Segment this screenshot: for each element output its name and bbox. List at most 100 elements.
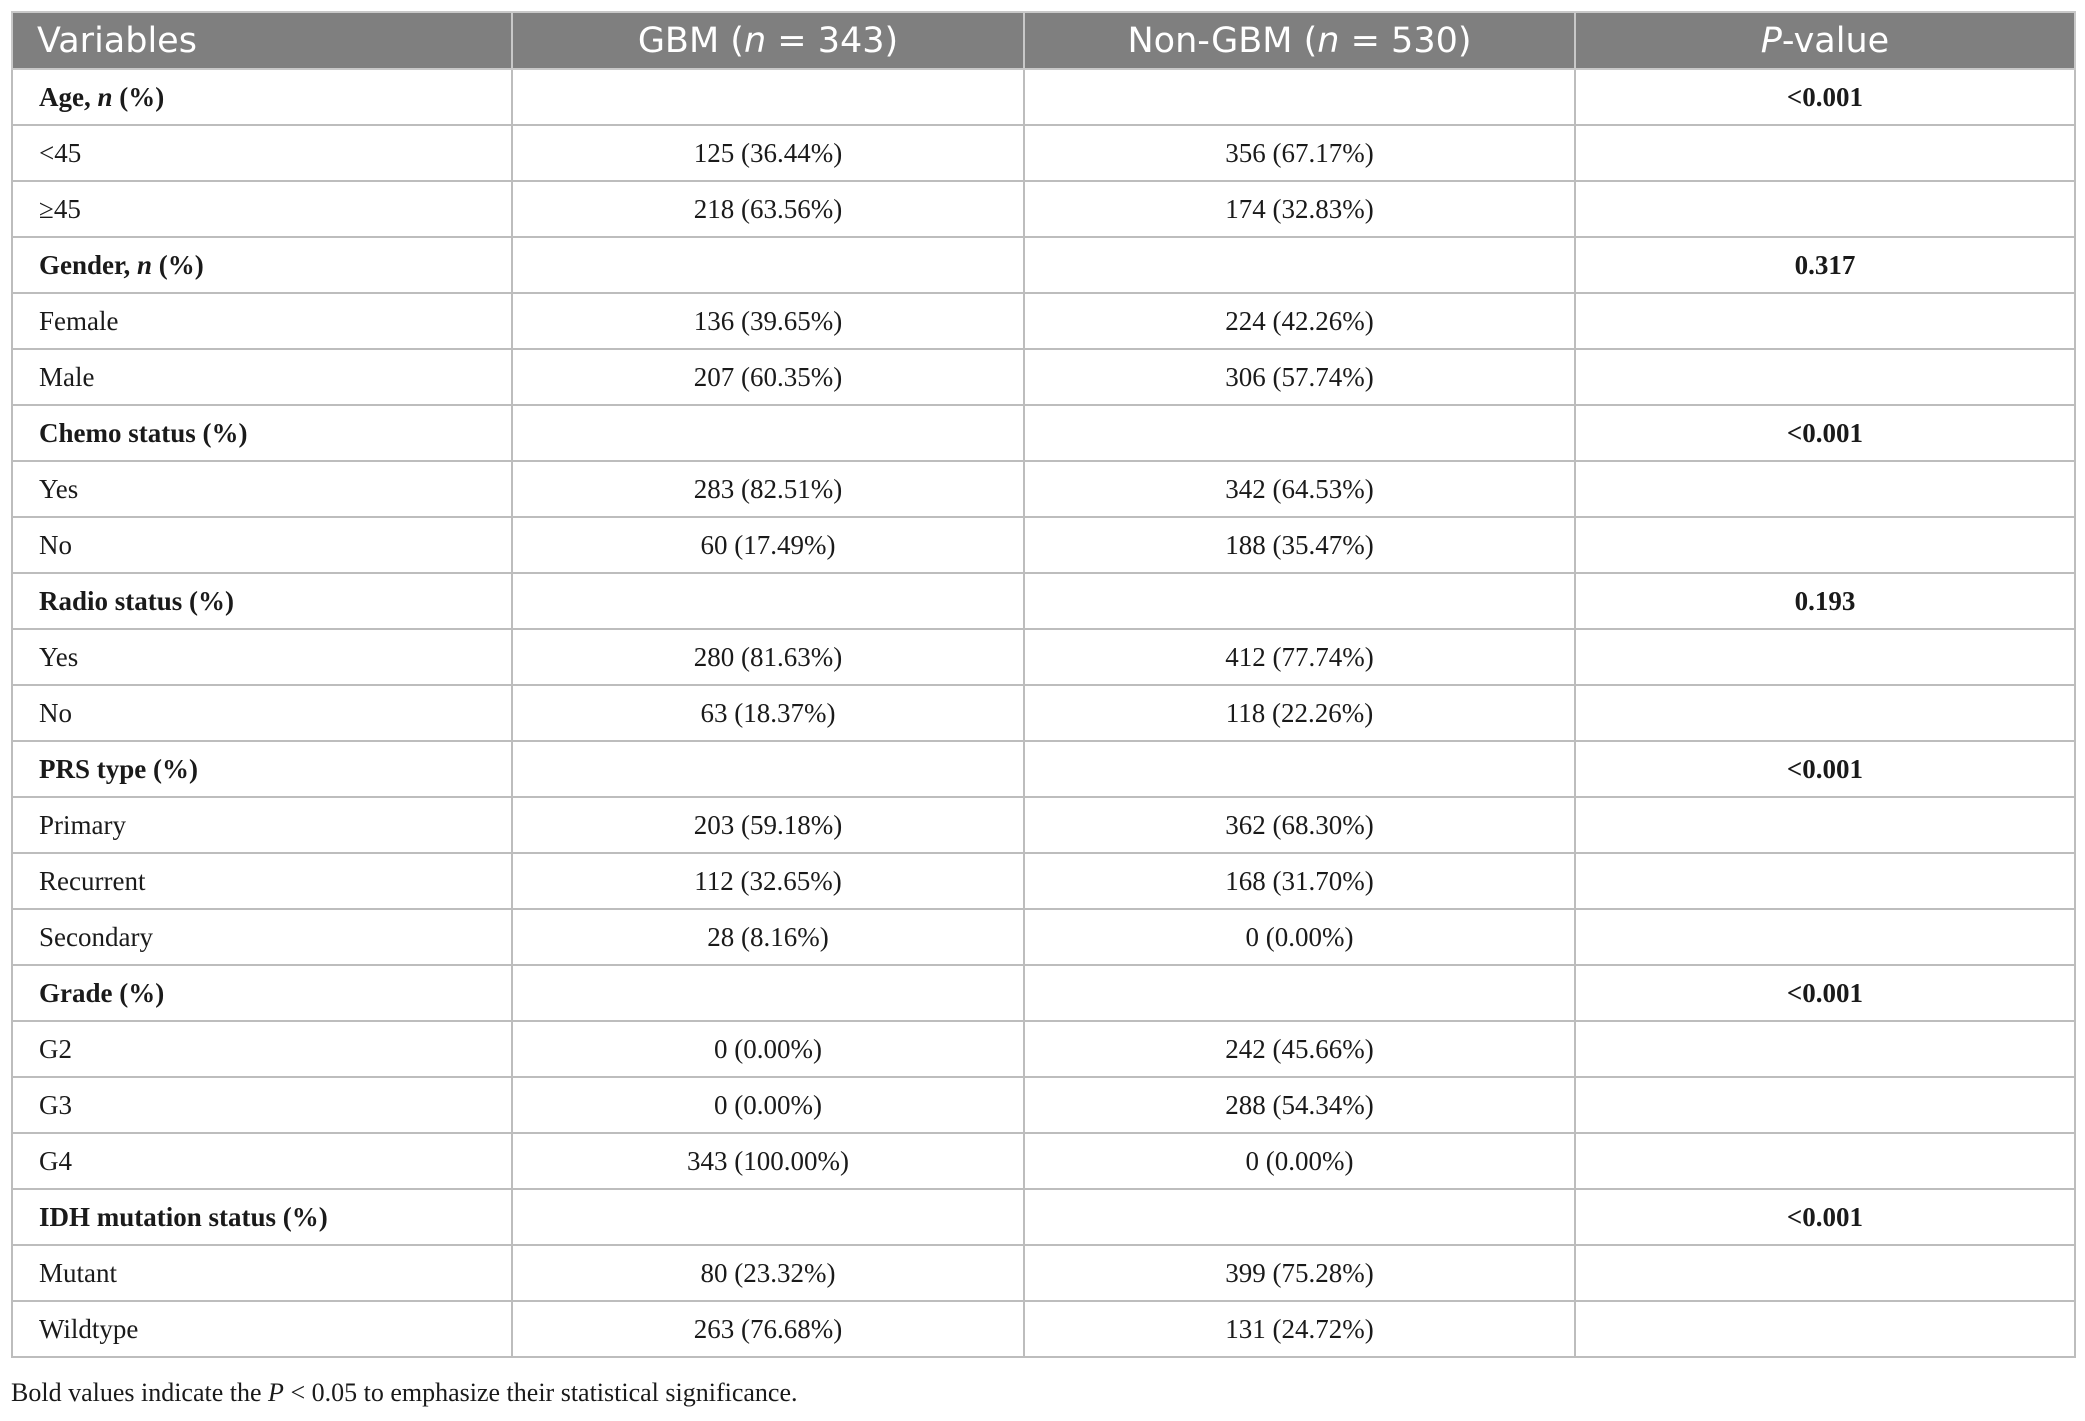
p-value-cell: 0.193 xyxy=(1574,572,2076,630)
non-gbm-cell: 399 (75.28%) xyxy=(1023,1244,1576,1302)
group-label: Radio status (%) xyxy=(11,572,513,630)
p-value-cell: <0.001 xyxy=(1574,404,2076,462)
group-gbm-cell xyxy=(511,1188,1025,1246)
non-gbm-cell: 224 (42.26%) xyxy=(1023,292,1576,350)
group-label: Age, n (%) xyxy=(11,68,513,126)
table-row: Primary 203 (59.18%) 362 (68.30%) xyxy=(11,796,2076,854)
group-non-gbm-cell xyxy=(1023,740,1576,798)
p-value-cell: <0.001 xyxy=(1574,964,2076,1022)
empty-p-cell xyxy=(1574,1076,2076,1134)
gbm-cell: 343 (100.00%) xyxy=(511,1132,1025,1190)
group-row-prs-type: PRS type (%) <0.001 xyxy=(11,740,2076,798)
empty-p-cell xyxy=(1574,516,2076,574)
table-footnote: Bold values indicate the P < 0.05 to emp… xyxy=(11,1378,798,1407)
group-row-radio-status: Radio status (%) 0.193 xyxy=(11,572,2076,630)
gbm-cell: 28 (8.16%) xyxy=(511,908,1025,966)
table-row: Mutant 80 (23.32%) 399 (75.28%) xyxy=(11,1244,2076,1302)
table-row: Secondary 28 (8.16%) 0 (0.00%) xyxy=(11,908,2076,966)
empty-p-cell xyxy=(1574,1244,2076,1302)
group-row-age: Age, n (%) <0.001 xyxy=(11,68,2076,126)
group-gbm-cell xyxy=(511,68,1025,126)
non-gbm-cell: 412 (77.74%) xyxy=(1023,628,1576,686)
baseline-characteristics-table-container: Variables GBM (n = 343) Non-GBM (n = 530… xyxy=(11,11,2076,1358)
table-row: No 60 (17.49%) 188 (35.47%) xyxy=(11,516,2076,574)
row-label: G4 xyxy=(11,1132,513,1190)
header-row: Variables GBM (n = 343) Non-GBM (n = 530… xyxy=(11,11,2076,70)
group-non-gbm-cell xyxy=(1023,572,1576,630)
row-label: Yes xyxy=(11,628,513,686)
empty-p-cell xyxy=(1574,348,2076,406)
table-row: Wildtype 263 (76.68%) 131 (24.72%) xyxy=(11,1300,2076,1358)
table-row: Recurrent 112 (32.65%) 168 (31.70%) xyxy=(11,852,2076,910)
gbm-cell: 0 (0.00%) xyxy=(511,1020,1025,1078)
group-non-gbm-cell xyxy=(1023,404,1576,462)
empty-p-cell xyxy=(1574,180,2076,238)
gbm-cell: 0 (0.00%) xyxy=(511,1076,1025,1134)
row-label: Primary xyxy=(11,796,513,854)
empty-p-cell xyxy=(1574,1020,2076,1078)
header-p-value: P-value xyxy=(1574,11,2076,70)
row-label: G2 xyxy=(11,1020,513,1078)
row-label: Yes xyxy=(11,460,513,518)
non-gbm-cell: 131 (24.72%) xyxy=(1023,1300,1576,1358)
row-label: <45 xyxy=(11,124,513,182)
empty-p-cell xyxy=(1574,852,2076,910)
table-row: ≥45 218 (63.56%) 174 (32.83%) xyxy=(11,180,2076,238)
gbm-cell: 218 (63.56%) xyxy=(511,180,1025,238)
empty-p-cell xyxy=(1574,684,2076,742)
p-value-cell: <0.001 xyxy=(1574,1188,2076,1246)
gbm-cell: 60 (17.49%) xyxy=(511,516,1025,574)
group-row-grade: Grade (%) <0.001 xyxy=(11,964,2076,1022)
non-gbm-cell: 288 (54.34%) xyxy=(1023,1076,1576,1134)
group-non-gbm-cell xyxy=(1023,68,1576,126)
empty-p-cell xyxy=(1574,1300,2076,1358)
p-value-cell: <0.001 xyxy=(1574,740,2076,798)
empty-p-cell xyxy=(1574,460,2076,518)
row-label: ≥45 xyxy=(11,180,513,238)
non-gbm-cell: 118 (22.26%) xyxy=(1023,684,1576,742)
gbm-cell: 263 (76.68%) xyxy=(511,1300,1025,1358)
non-gbm-cell: 174 (32.83%) xyxy=(1023,180,1576,238)
group-row-gender: Gender, n (%) 0.317 xyxy=(11,236,2076,294)
gbm-cell: 112 (32.65%) xyxy=(511,852,1025,910)
group-row-idh-mutation-status: IDH mutation status (%) <0.001 xyxy=(11,1188,2076,1246)
empty-p-cell xyxy=(1574,292,2076,350)
gbm-cell: 207 (60.35%) xyxy=(511,348,1025,406)
group-non-gbm-cell xyxy=(1023,236,1576,294)
row-label: G3 xyxy=(11,1076,513,1134)
group-label: Chemo status (%) xyxy=(11,404,513,462)
non-gbm-cell: 188 (35.47%) xyxy=(1023,516,1576,574)
gbm-cell: 63 (18.37%) xyxy=(511,684,1025,742)
baseline-characteristics-table: Variables GBM (n = 343) Non-GBM (n = 530… xyxy=(11,11,2076,1358)
non-gbm-cell: 306 (57.74%) xyxy=(1023,348,1576,406)
row-label: Secondary xyxy=(11,908,513,966)
table-row: Yes 280 (81.63%) 412 (77.74%) xyxy=(11,628,2076,686)
non-gbm-cell: 0 (0.00%) xyxy=(1023,1132,1576,1190)
group-gbm-cell xyxy=(511,740,1025,798)
row-label: Wildtype xyxy=(11,1300,513,1358)
group-label: Grade (%) xyxy=(11,964,513,1022)
table-row: Female 136 (39.65%) 224 (42.26%) xyxy=(11,292,2076,350)
empty-p-cell xyxy=(1574,908,2076,966)
row-label: Recurrent xyxy=(11,852,513,910)
gbm-cell: 283 (82.51%) xyxy=(511,460,1025,518)
table-body: Age, n (%) <0.001 <45 125 (36.44%) 356 (… xyxy=(11,68,2076,1358)
non-gbm-cell: 168 (31.70%) xyxy=(1023,852,1576,910)
non-gbm-cell: 0 (0.00%) xyxy=(1023,908,1576,966)
empty-p-cell xyxy=(1574,796,2076,854)
group-gbm-cell xyxy=(511,236,1025,294)
table-row: No 63 (18.37%) 118 (22.26%) xyxy=(11,684,2076,742)
table-row: <45 125 (36.44%) 356 (67.17%) xyxy=(11,124,2076,182)
group-label: PRS type (%) xyxy=(11,740,513,798)
group-gbm-cell xyxy=(511,964,1025,1022)
table-header: Variables GBM (n = 343) Non-GBM (n = 530… xyxy=(11,11,2076,70)
table-row: G3 0 (0.00%) 288 (54.34%) xyxy=(11,1076,2076,1134)
header-variables: Variables xyxy=(11,11,513,70)
gbm-cell: 280 (81.63%) xyxy=(511,628,1025,686)
row-label: Mutant xyxy=(11,1244,513,1302)
group-non-gbm-cell xyxy=(1023,964,1576,1022)
group-label: Gender, n (%) xyxy=(11,236,513,294)
row-label: No xyxy=(11,516,513,574)
header-gbm: GBM (n = 343) xyxy=(511,11,1025,70)
empty-p-cell xyxy=(1574,1132,2076,1190)
